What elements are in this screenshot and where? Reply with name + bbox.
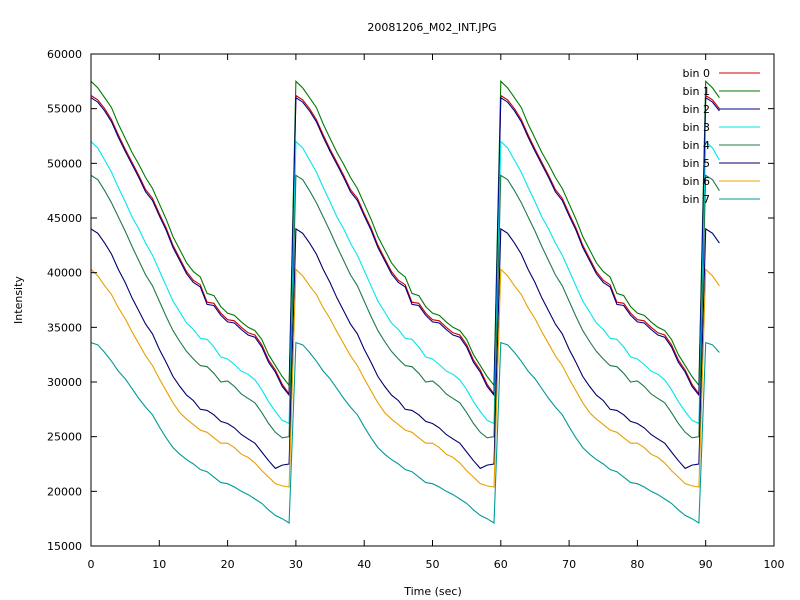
legend-label: bin 0 [682,67,710,80]
x-tick-label: 40 [357,558,371,571]
y-tick-label: 50000 [47,157,82,170]
series-layer [90,80,720,524]
x-tick-label: 100 [764,558,785,571]
legend-label: bin 2 [682,103,710,116]
legend: bin 0 bin 1 bin 2 bin 3 bin 4 bin 5 bin 6 bin 7 [682,67,760,206]
legend-label: bin 3 [682,121,710,134]
y-axis-label: Intensity [12,276,25,324]
axes-layer: 0 10 20 30 40 50 60 70 80 90 100 15000 20000 25000 300… [47,48,785,571]
x-tick-label: 90 [699,558,713,571]
legend-label: bin 5 [682,157,710,170]
x-tick-label: 50 [426,558,440,571]
y-tick-label: 25000 [47,431,82,444]
series-line-bin-1 [90,80,720,387]
series-line-bin-0 [90,94,720,396]
y-tick-label: 30000 [47,376,82,389]
y-tick-label: 60000 [47,48,82,61]
x-tick-label: 60 [494,558,508,571]
series-line-bin-2 [90,96,720,397]
series-line-bin-7 [90,341,720,524]
legend-label: bin 7 [682,193,710,206]
y-tick-label: 15000 [47,540,82,553]
y-tick-label: 20000 [47,485,82,498]
series-line-bin-5 [90,227,720,470]
y-tick-label: 45000 [47,212,82,225]
x-tick-label: 30 [289,558,303,571]
legend-label: bin 1 [682,85,710,98]
x-tick-label: 80 [630,558,644,571]
y-tick-label: 40000 [47,267,82,280]
series-line-bin-3 [90,140,720,425]
series-line-bin-4 [90,174,720,439]
series-line-bin-6 [90,268,720,488]
legend-label: bin 4 [682,139,710,152]
x-tick-label: 0 [88,558,95,571]
x-tick-label: 70 [562,558,576,571]
y-tick-label: 35000 [47,321,82,334]
x-axis-label: Time (sec) [403,585,462,598]
x-tick-label: 10 [152,558,166,571]
chart-title: 20081206_M02_INT.JPG [367,21,496,34]
legend-label: bin 6 [682,175,710,188]
x-tick-label: 20 [221,558,235,571]
y-tick-label: 55000 [47,103,82,116]
